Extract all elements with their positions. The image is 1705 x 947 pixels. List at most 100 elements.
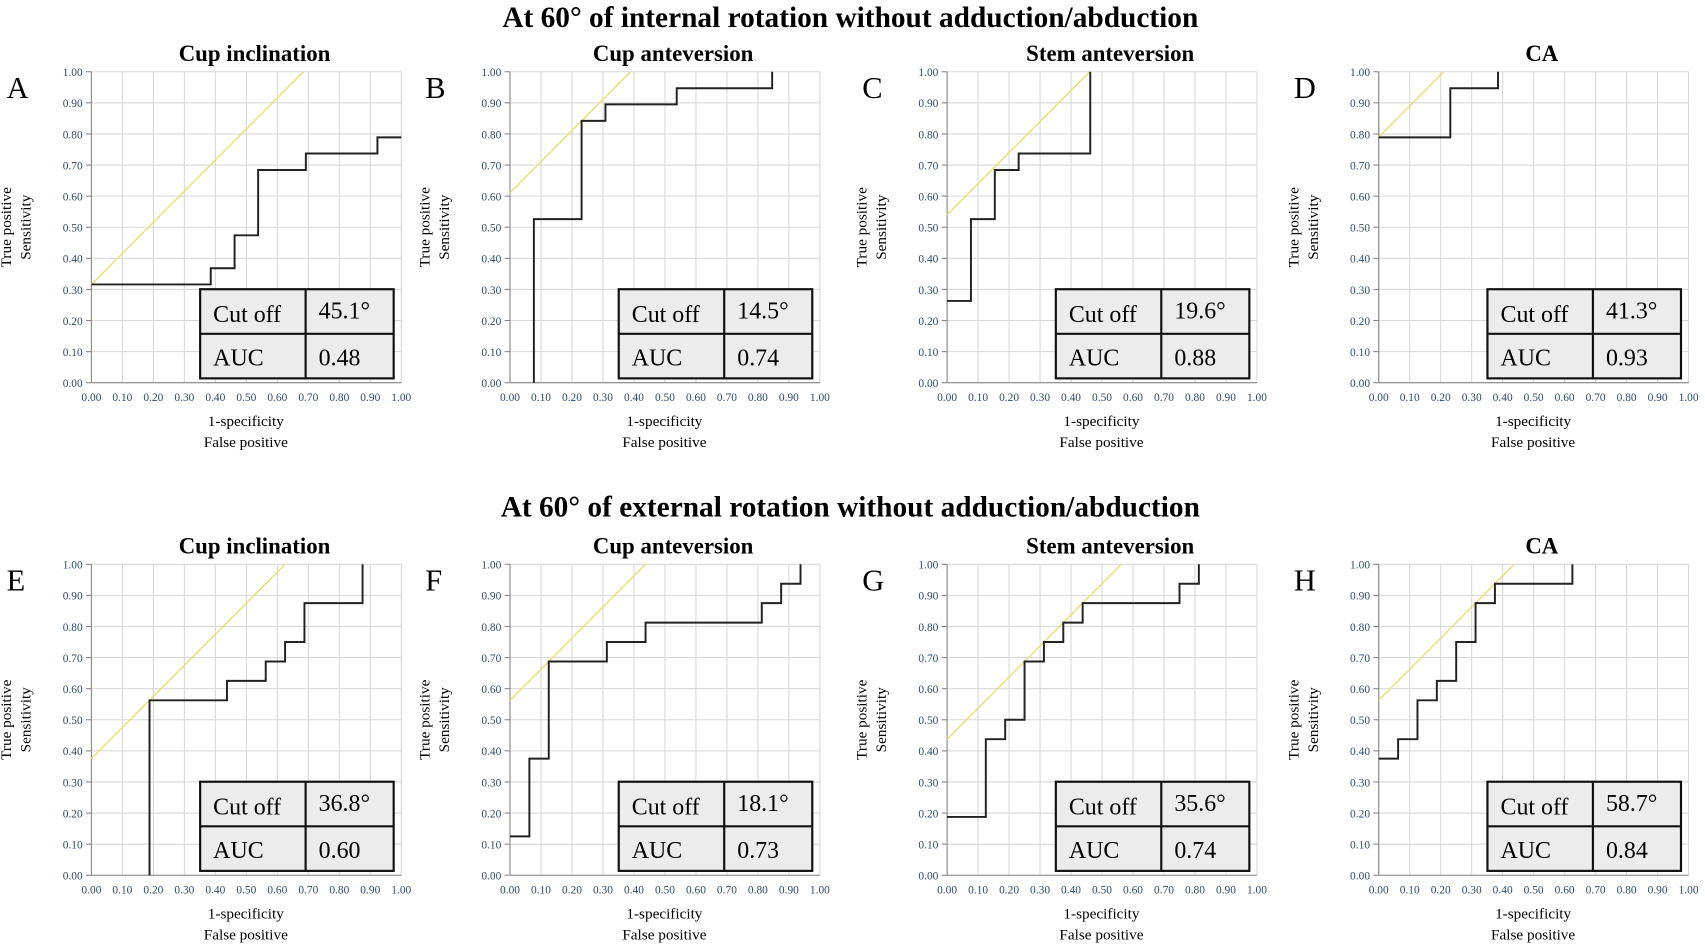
reference-line [90, 563, 286, 760]
x-tick-label: 0.60 [267, 392, 287, 404]
x-tick-label: 0.20 [143, 885, 163, 897]
x-tick-label: 0.80 [1617, 392, 1637, 404]
y-tick-label: 0.10 [918, 839, 938, 851]
x-tick-label: 0.10 [968, 885, 988, 897]
roc-curve [532, 71, 774, 383]
y-axis-label: Sensitivity [1305, 687, 1322, 753]
y-axis-label: True positive [1285, 187, 1302, 267]
y-tick-label: 0.40 [63, 746, 83, 758]
cutoff-value: 36.8° [319, 791, 370, 817]
y-tick-label: 0.80 [918, 129, 938, 141]
panel-letter: E [7, 563, 26, 597]
x-tick-label: 0.80 [1617, 885, 1637, 897]
x-tick-label: 1.00 [1247, 885, 1267, 897]
x-tick-label: 0.90 [1648, 885, 1668, 897]
y-tick-label: 0.70 [481, 160, 501, 172]
x-tick-label: 0.70 [298, 885, 318, 897]
y-tick-label: 0.60 [63, 684, 83, 696]
panel-letter: G [862, 563, 884, 597]
roc-panel-f: Cup anteversion F 0.00 0.00 0.10 0.10 0.20 0.20… [417, 533, 831, 943]
x-tick-label: 0.50 [1092, 392, 1112, 404]
x-tick-label: 0.20 [562, 885, 582, 897]
cutoff-label: Cut off [1069, 302, 1137, 328]
y-tick-label: 0.90 [481, 591, 501, 603]
x-tick-label: 0.50 [236, 392, 256, 404]
y-tick-label: 0.30 [63, 777, 83, 789]
auc-value: 0.88 [1174, 345, 1216, 371]
y-axis-label: True positive [1285, 679, 1302, 759]
y-axis-label: True positive [854, 679, 871, 759]
panel-title: CA [1525, 533, 1558, 558]
y-tick-label: 0.90 [481, 98, 501, 110]
y-tick-label: 0.50 [1350, 715, 1370, 727]
y-tick-label: 0.40 [63, 254, 83, 266]
auc-value: 0.74 [1174, 838, 1216, 864]
y-axis-label: True positive [0, 679, 15, 759]
panel-title: Stem anteversion [1026, 41, 1194, 66]
y-tick-label: 0.30 [918, 285, 938, 297]
x-axis-label: 1-specificity [1495, 906, 1571, 923]
roc-panel-e: Cup inclination E 0.00 0.00 0.10 0.10 0.20 0.20… [0, 533, 412, 943]
x-tick-label: 0.80 [748, 885, 768, 897]
y-tick-label: 0.90 [918, 591, 938, 603]
y-tick-label: 0.50 [481, 223, 501, 235]
roc-panel-h: CA H 0.00 0.00 0.10 0.10 0.20 0.20 0.30 0.30 0.40 0… [1285, 533, 1699, 943]
y-tick-label: 0.30 [1350, 285, 1370, 297]
x-tick-label: 0.80 [329, 392, 349, 404]
y-tick-label: 0.40 [481, 746, 501, 758]
y-tick-label: 0.50 [63, 223, 83, 235]
y-tick-label: 0.00 [63, 871, 83, 883]
y-tick-label: 1.00 [918, 67, 938, 79]
x-tick-label: 0.60 [1123, 392, 1143, 404]
y-tick-label: 0.80 [63, 622, 83, 634]
y-tick-label: 0.80 [481, 622, 501, 634]
x-tick-label: 0.80 [1185, 392, 1205, 404]
y-tick-label: 0.00 [918, 871, 938, 883]
y-tick-label: 0.70 [63, 653, 83, 665]
y-axis-label: True positive [417, 187, 434, 267]
x-axis-label: False positive [204, 926, 288, 943]
y-tick-label: 0.30 [918, 777, 938, 789]
cutoff-label: Cut off [1501, 302, 1569, 328]
x-tick-label: 0.70 [717, 885, 737, 897]
x-tick-label: 0.60 [267, 885, 287, 897]
cutoff-value: 35.6° [1174, 791, 1225, 817]
y-tick-label: 0.70 [1350, 653, 1370, 665]
x-tick-label: 0.70 [1586, 392, 1606, 404]
auc-label: AUC [1069, 345, 1119, 371]
y-tick-label: 0.40 [918, 254, 938, 266]
auc-value: 0.60 [319, 838, 361, 864]
cutoff-label: Cut off [213, 302, 281, 328]
x-tick-label: 0.30 [1030, 392, 1050, 404]
x-tick-label: 0.20 [1431, 392, 1451, 404]
y-tick-label: 0.60 [918, 191, 938, 203]
x-tick-label: 0.60 [686, 885, 706, 897]
x-tick-label: 0.90 [1216, 885, 1236, 897]
x-tick-label: 1.00 [391, 392, 411, 404]
y-axis-label: Sensitivity [436, 687, 453, 753]
x-tick-label: 0.50 [655, 885, 675, 897]
y-tick-label: 0.80 [481, 129, 501, 141]
x-axis-label: 1-specificity [208, 413, 284, 430]
auc-label: AUC [632, 345, 682, 371]
x-axis-label: False positive [1491, 926, 1575, 943]
x-tick-label: 0.30 [593, 392, 613, 404]
x-tick-label: 0.50 [1524, 885, 1544, 897]
cutoff-value: 14.5° [737, 299, 788, 325]
y-tick-label: 1.00 [63, 560, 83, 572]
x-tick-label: 0.10 [1400, 885, 1420, 897]
cutoff-label: Cut off [632, 794, 700, 820]
y-tick-label: 0.60 [1350, 684, 1370, 696]
reference-line [509, 71, 632, 194]
y-tick-label: 0.00 [1350, 378, 1370, 390]
cutoff-value: 19.6° [1174, 299, 1225, 325]
x-tick-label: 0.30 [593, 885, 613, 897]
y-tick-label: 0.90 [63, 591, 83, 603]
y-tick-label: 0.00 [918, 378, 938, 390]
x-tick-label: 0.80 [1185, 885, 1205, 897]
x-tick-label: 0.30 [1462, 392, 1482, 404]
x-tick-label: 0.40 [1493, 885, 1513, 897]
panel-title: CA [1525, 41, 1558, 66]
y-axis-label: Sensitivity [1305, 194, 1322, 260]
